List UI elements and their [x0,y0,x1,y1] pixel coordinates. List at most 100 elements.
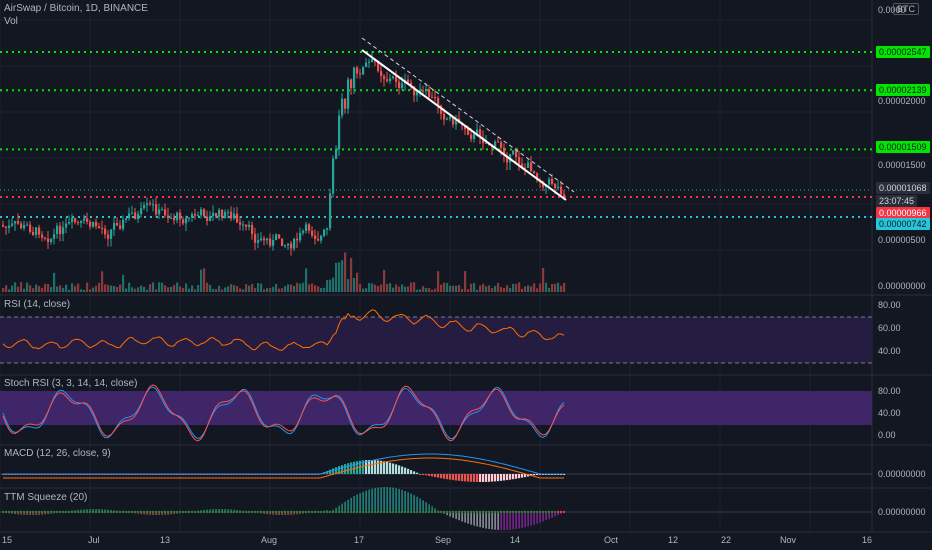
ttm-histogram-bar [230,509,232,512]
macd-histogram-bar [377,460,380,474]
volume-bar [305,268,308,292]
ttm-histogram-bar [98,509,100,512]
candle-body [248,224,251,227]
countdown-tag: 23:07:45 [876,195,918,207]
ttm-pane-title[interactable]: TTM Squeeze (20) [4,492,88,503]
candle-body [170,217,173,219]
volume-bar [284,286,287,292]
volume-bar [98,282,101,292]
volume-bar [326,279,329,292]
rsi-pane-title[interactable]: RSI (14, close) [4,299,71,310]
ttm-squeeze-dot [394,510,398,514]
ttm-squeeze-dot [178,510,182,514]
volume-bar [140,285,143,292]
candle-body [2,225,5,227]
candle-body [440,105,443,114]
ttm-squeeze-dot [13,510,17,514]
macd-histogram-bar [491,474,494,482]
candle-body [263,238,266,241]
ttm-squeeze-dot [181,510,185,514]
volume-bar [308,284,311,292]
volume-bar [455,285,458,292]
rsi-axis-label: 60.00 [878,323,901,333]
candle-body [359,73,362,75]
volume-bar [116,287,119,292]
ttm-histogram-bar [290,512,292,515]
ttm-squeeze-dot [313,510,317,514]
ttm-squeeze-dot [28,510,32,514]
candle-body [77,222,80,224]
ttm-squeeze-dot [502,510,506,514]
macd-histogram-bar [476,474,479,482]
volume-bar [515,284,518,292]
ttm-squeeze-dot [514,510,518,514]
volume-bar [557,282,560,292]
candle-body [185,218,188,224]
candle-body [311,230,314,236]
volume-bar [428,288,431,292]
volume-bar [410,282,413,292]
ttm-squeeze-dot [472,510,476,514]
volume-label: Vol [4,16,18,27]
ttm-histogram-bar [551,512,553,518]
ttm-squeeze-dot [376,510,380,514]
volume-bar [221,289,224,292]
ttm-squeeze-dot [463,510,467,514]
ttm-histogram-bar [167,512,169,515]
level-tag-resistance: 0.00002547 [876,46,930,58]
ttm-histogram-bar [206,509,208,512]
candle-body [251,224,254,235]
stoch-pane-title[interactable]: Stoch RSI (3, 3, 14, 14, close) [4,378,138,389]
candle-body [5,226,8,228]
ttm-histogram-bar [371,488,373,512]
candle-body [176,212,179,221]
macd-histogram-bar [407,468,410,474]
volume-bar [500,287,503,292]
candle-body [425,89,428,92]
macd-histogram-bar [443,474,446,479]
volume-bar [245,284,248,292]
volume-bar [335,262,338,292]
candle-body [206,216,209,221]
candle-body [434,97,437,99]
volume-bar [56,286,59,292]
candle-body [317,239,320,241]
volume-bar [185,283,188,292]
candle-body [98,226,101,228]
volume-bar [443,282,446,292]
ttm-squeeze-dot [202,510,206,514]
ttm-squeeze-dot [283,510,287,514]
candle-body [371,58,374,62]
candle-body [29,224,32,232]
ttm-histogram-bar [344,501,346,512]
macd-pane-title[interactable]: MACD (12, 26, close, 9) [4,448,111,459]
currency-badge[interactable]: BTC [893,3,919,15]
candle-body [557,186,560,189]
ttm-histogram-bar [380,487,382,512]
ttm-histogram-bar [452,512,454,518]
candle-body [524,167,527,169]
ttm-squeeze-dot [64,510,68,514]
macd-histogram-bar [374,460,377,474]
candle-body [239,222,242,225]
candle-body [422,90,425,92]
time-axis-label: 15 [2,535,13,545]
ttm-squeeze-dot [34,510,38,514]
candle-body [536,173,539,181]
volume-bar [233,285,236,292]
volume-bar [371,283,374,292]
candle-body [149,203,152,205]
ttm-squeeze-dot [49,510,53,514]
volume-bar [293,285,296,292]
candle-body [122,219,125,229]
ttm-squeeze-dot [436,510,440,514]
ttm-squeeze-dot [130,510,134,514]
ttm-squeeze-dot [256,510,260,514]
candle-body [398,81,401,89]
volume-bar [209,284,212,292]
candle-body [26,224,29,226]
volume-bar [260,283,263,292]
ttm-histogram-bar [293,512,295,515]
ttm-squeeze-dot [448,510,452,514]
